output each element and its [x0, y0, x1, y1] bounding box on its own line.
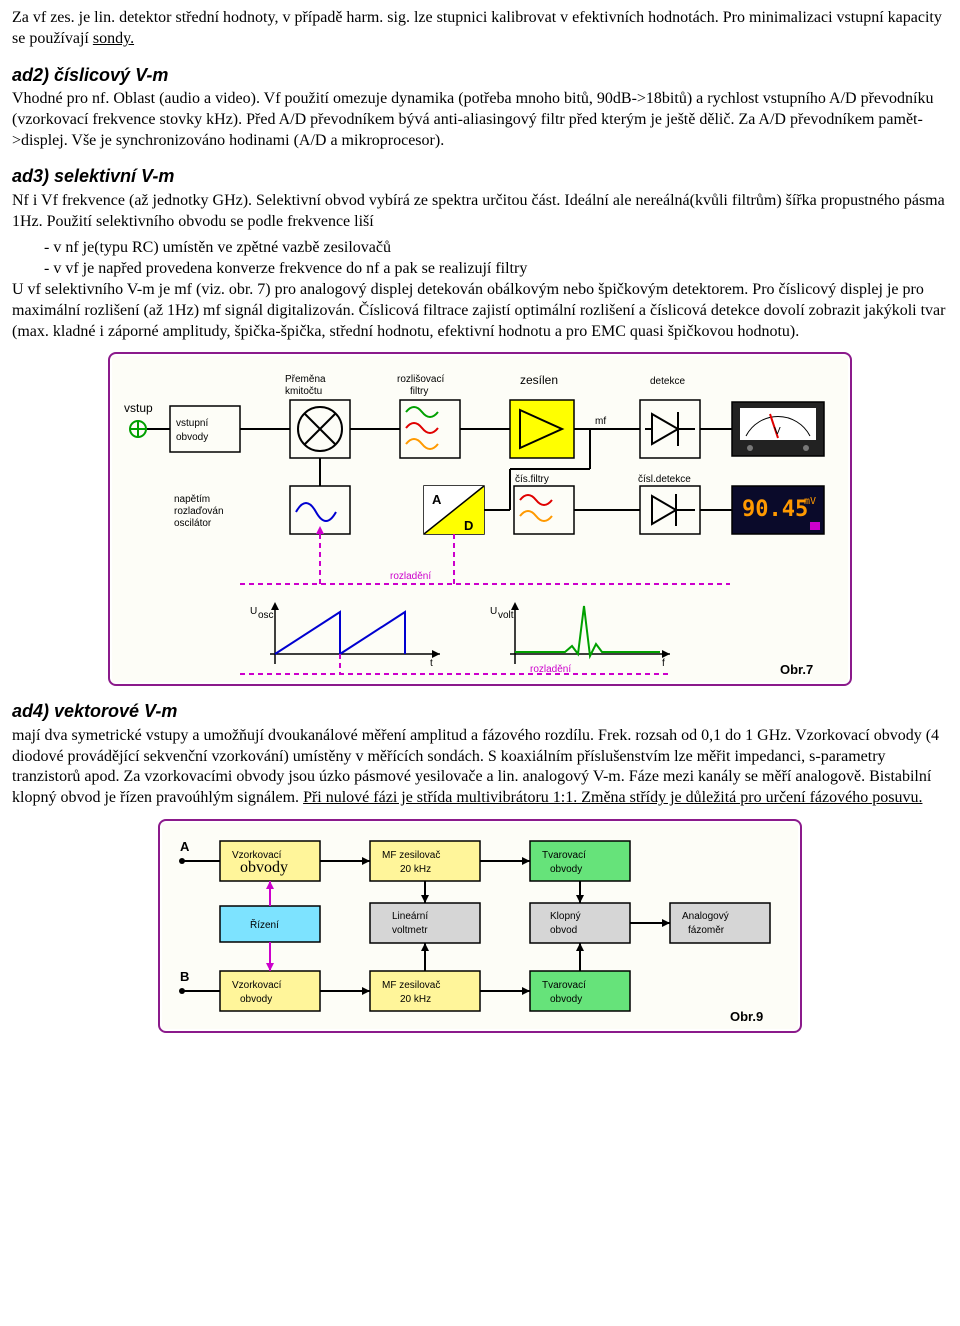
lbl-D: D	[464, 518, 473, 533]
lbl-mf-a1: MF zesilovač	[382, 850, 440, 861]
lbl-faz1: Analogový	[682, 911, 729, 922]
lbl-klopny2: obvod	[550, 925, 577, 936]
lbl-rozladeni2: rozladění	[530, 664, 571, 675]
lbl-uvolt: U	[490, 606, 497, 617]
lbl-rizeni: Řízení	[250, 918, 279, 931]
lbl-faz2: fázoměr	[688, 925, 725, 936]
lbl-detekce: detekce	[650, 376, 685, 387]
lbl-vzork-b2: obvody	[240, 994, 272, 1005]
intro-underline: sondy.	[93, 30, 134, 47]
lbl-tvar-a1: Tvarovací	[542, 850, 586, 861]
para-ad2: Vhodné pro nf. Oblast (audio a video). V…	[12, 89, 948, 151]
intro-paragraph: Za vf zes. je lin. detektor střední hodn…	[12, 8, 948, 50]
lbl-mf-b2: 20 kHz	[400, 994, 431, 1005]
lbl-digital-unit: mV	[804, 496, 816, 507]
figure7-svg: vstup vstupní obvody Přeměna kmitočtu ro…	[108, 352, 852, 686]
para-ad3c: U vf selektivního V-m je mf (viz. obr. 7…	[12, 280, 948, 342]
heading-ad4: ad4) vektorové V-m	[12, 700, 948, 723]
lbl-mf-a2: 20 kHz	[400, 864, 431, 875]
lbl-tvar-a2: obvody	[550, 864, 582, 875]
lbl-klopny1: Klopný	[550, 911, 581, 922]
lbl-mf-b1: MF zesilovač	[382, 980, 440, 991]
lbl-vstupni1: vstupní	[176, 418, 208, 429]
figure7-wrap: vstup vstupní obvody Přeměna kmitočtu ro…	[12, 352, 948, 686]
lbl-uosc: U	[250, 606, 257, 617]
lbl-vzork-a2: obvody	[240, 859, 288, 876]
lbl-cisdet: čísl.detekce	[638, 474, 691, 485]
heading-ad3: ad3) selektivní V-m	[12, 165, 948, 188]
lbl-tvar-b1: Tvarovací	[542, 980, 586, 991]
lbl-linvolt2: voltmetr	[392, 925, 428, 936]
lbl-t1: t	[430, 658, 433, 669]
lbl-A9: A	[180, 839, 190, 854]
lbl-vstupni2: obvody	[176, 432, 208, 443]
lbl-vzork-b1: Vzorkovací	[232, 980, 282, 991]
lbl-osc1: napětím	[174, 494, 210, 505]
figure9-wrap: A Vzorkovací obvody MF zesilovač 20 kHz …	[12, 819, 948, 1033]
fig7-caption: Obr.7	[780, 662, 813, 677]
para-ad3b1: - v nf je(typu RC) umístěn ve zpětné vaz…	[12, 238, 948, 259]
lbl-B9: B	[180, 969, 189, 984]
para-ad3b2: - v vf je napřed provedena konverze frek…	[12, 259, 948, 280]
para-ad3a: Nf i Vf frekvence (až jednotky GHz). Sel…	[12, 191, 948, 233]
svg-text:volt: volt	[498, 610, 514, 621]
lbl-digital: 90.45	[742, 497, 808, 522]
lbl-osc2: rozlaďován	[174, 506, 224, 517]
lbl-premena1: Přeměna	[285, 374, 326, 385]
lbl-cisfilt: čís.filtry	[515, 474, 549, 485]
para-ad4-underline: Při nulové fázi je střída multivibrátoru…	[303, 789, 922, 806]
lbl-premena2: kmitočtu	[285, 386, 322, 397]
fig9-caption: Obr.9	[730, 1009, 763, 1024]
lbl-zesilen: zesílen	[520, 373, 558, 387]
lbl-meter-v: V	[774, 426, 781, 437]
intro-text: Za vf zes. je lin. detektor střední hodn…	[12, 9, 942, 47]
heading-ad2: ad2) číslicový V-m	[12, 64, 948, 87]
figure9-svg: A Vzorkovací obvody MF zesilovač 20 kHz …	[158, 819, 802, 1033]
lbl-filt1: rozlišovací	[397, 374, 444, 385]
lbl-filt2: filtry	[410, 386, 428, 397]
lbl-linvolt1: Lineární	[392, 911, 428, 922]
lbl-mf: mf	[595, 416, 606, 427]
lbl-osc3: oscilátor	[174, 518, 212, 529]
svg-text:osc: osc	[258, 610, 274, 621]
lbl-tvar-b2: obvody	[550, 994, 582, 1005]
lbl-vstup: vstup	[124, 401, 153, 415]
lbl-f: f	[662, 658, 665, 669]
lbl-A: A	[432, 492, 442, 507]
para-ad4: mají dva symetrické vstupy a umožňují dv…	[12, 726, 948, 809]
lbl-rozladeni1: rozladění	[390, 571, 431, 582]
